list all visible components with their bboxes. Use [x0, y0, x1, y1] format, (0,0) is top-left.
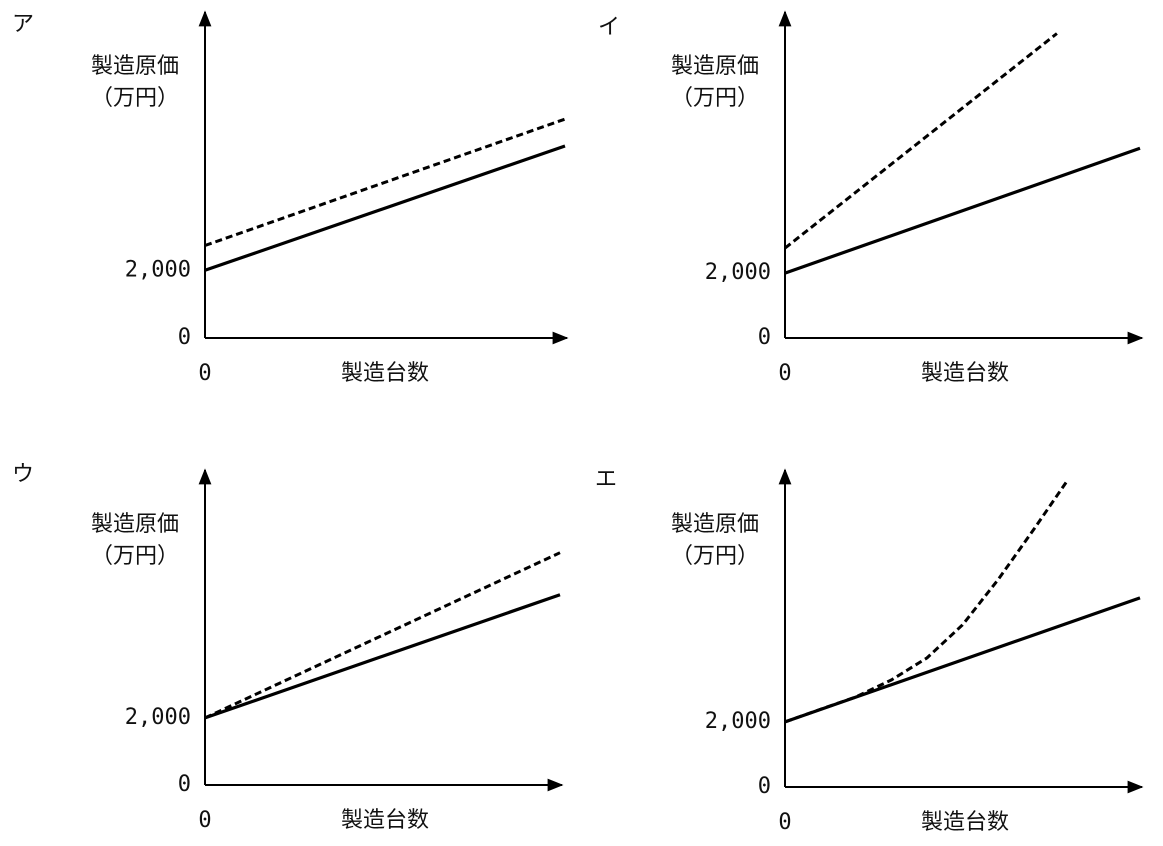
solid-line: [784, 146, 1141, 275]
dashed-line: [784, 32, 1058, 250]
dashed-line: [204, 551, 561, 720]
y-tick-label: 2,000: [125, 705, 191, 730]
y-axis-label: （万円）: [91, 544, 179, 569]
x-axis-label: 製造台数: [921, 810, 1009, 835]
y-axis-label: （万円）: [91, 86, 179, 111]
panel-label: イ: [598, 15, 620, 40]
dashed-line: [784, 478, 1070, 724]
panel-label: ウ: [12, 462, 34, 487]
solid-line: [204, 593, 561, 720]
y-tick-label: 2,000: [705, 260, 771, 285]
y-tick-label: 2,000: [125, 257, 191, 282]
y-axis-label: 製造原価: [671, 512, 759, 537]
solid-line: [204, 144, 566, 272]
dashed-line: [204, 117, 566, 247]
y-tick-label: 0: [178, 772, 191, 797]
y-tick-label: 0: [758, 774, 771, 799]
x-tick-label: 0: [778, 810, 791, 835]
y-tick-label: 0: [178, 325, 191, 350]
y-axis-label: 製造原価: [671, 54, 759, 79]
y-tick-label: 0: [758, 325, 771, 350]
x-tick-label: 0: [198, 808, 211, 833]
y-axis-label: （万円）: [671, 544, 759, 569]
solid-line: [784, 596, 1141, 724]
y-axis-label: 製造原価: [91, 54, 179, 79]
x-axis-label: 製造台数: [341, 361, 429, 386]
x-tick-label: 0: [198, 361, 211, 386]
panel-label: ア: [12, 12, 34, 37]
y-axis-label: （万円）: [671, 86, 759, 111]
x-tick-label: 0: [778, 361, 791, 386]
x-axis-label: 製造台数: [921, 361, 1009, 386]
panel-label: エ: [595, 467, 617, 492]
y-axis-label: 製造原価: [91, 512, 179, 537]
x-axis-label: 製造台数: [341, 808, 429, 833]
y-tick-label: 2,000: [705, 709, 771, 734]
